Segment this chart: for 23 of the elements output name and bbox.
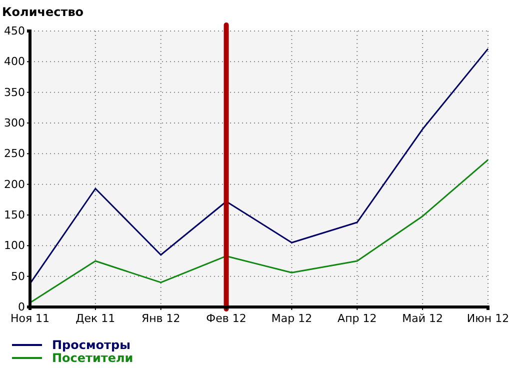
x-tick-label: Янв 12 — [141, 312, 180, 325]
y-tick-label: 200 — [4, 178, 25, 191]
x-tick-label: Дек 11 — [76, 312, 116, 325]
y-axis-title: Количество — [2, 5, 84, 19]
x-tick-label: Май 12 — [402, 312, 444, 325]
y-tick-label: 450 — [4, 24, 25, 38]
x-tick-label: Мар 12 — [271, 312, 312, 325]
y-tick-label: 400 — [4, 55, 25, 68]
legend-label: Просмотры — [52, 338, 130, 352]
legend-label: Посетители — [52, 351, 134, 365]
y-tick-label: 150 — [4, 208, 25, 222]
line-series — [29, 48, 489, 284]
x-tick-label: Фев 12 — [206, 312, 246, 325]
x-tick-label: Апр 12 — [338, 312, 377, 325]
y-tick-label: 350 — [4, 86, 25, 99]
y-tick-label: 250 — [4, 147, 25, 160]
y-tick-label: 0 — [18, 300, 25, 314]
x-tick-label: Ноя 11 — [10, 312, 50, 325]
y-tick-label: 100 — [4, 239, 25, 252]
y-tick-label: 300 — [4, 116, 25, 130]
y-tick-label: 50 — [11, 270, 25, 283]
x-tick-label: Июн 12 — [466, 312, 510, 325]
line-series — [29, 159, 489, 304]
